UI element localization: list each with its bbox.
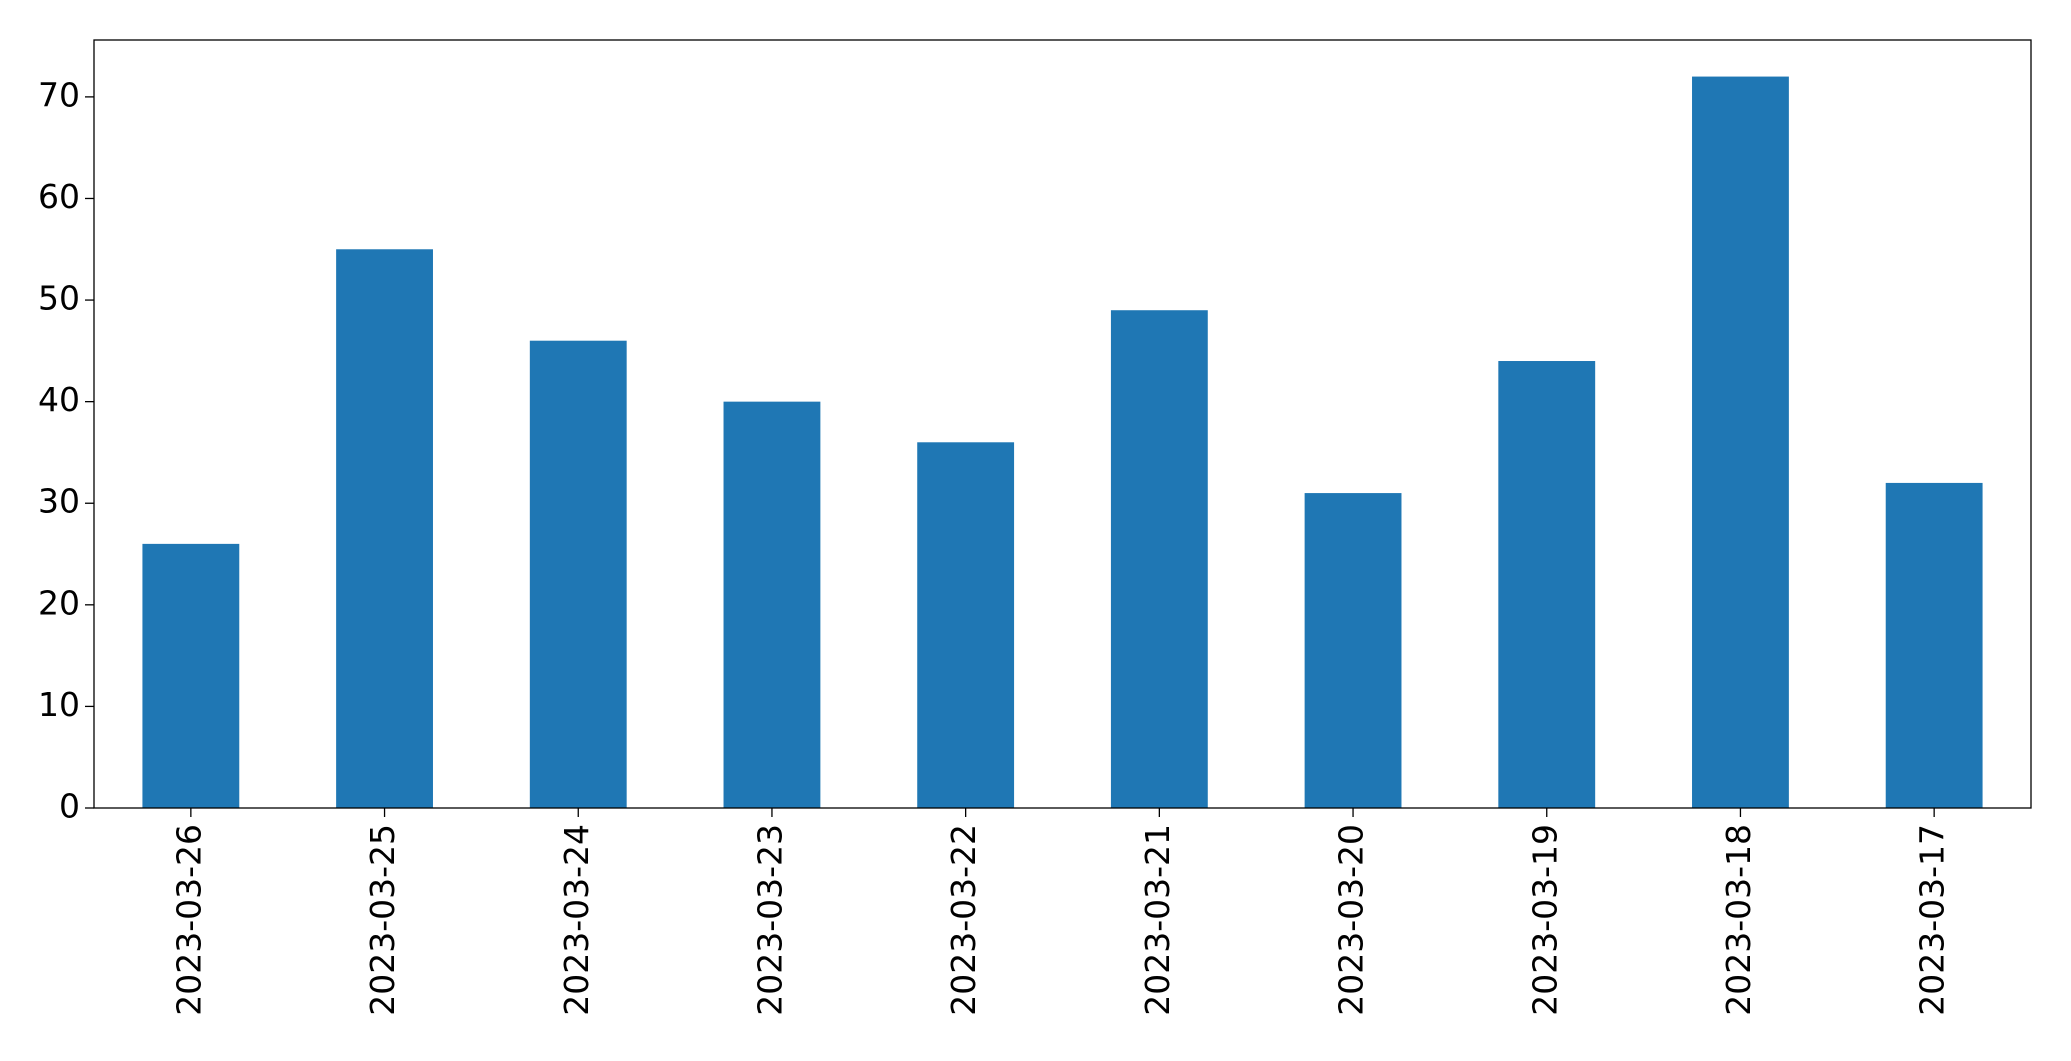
y-tick-label: 0 — [59, 787, 80, 826]
x-tick-label: 2023-03-22 — [944, 824, 983, 1016]
bar — [1110, 310, 1208, 808]
bar — [917, 442, 1015, 808]
x-tick-label: 2023-03-24 — [557, 824, 596, 1016]
bar — [1304, 493, 1402, 808]
x-tick-label: 2023-03-20 — [1332, 824, 1371, 1016]
y-tick-label: 60 — [38, 177, 80, 216]
y-tick-label: 30 — [38, 482, 80, 521]
y-tick-label: 20 — [38, 583, 80, 622]
bar — [1692, 76, 1789, 809]
x-tick-label: 2023-03-26 — [169, 824, 208, 1016]
bar — [1498, 361, 1596, 808]
x-tick-label: 2023-03-19 — [1525, 824, 1564, 1016]
x-tick-label: 2023-03-23 — [750, 824, 789, 1016]
x-tick-label: 2023-03-18 — [1719, 824, 1758, 1016]
x-tick-label: 2023-03-17 — [1913, 824, 1952, 1016]
bar — [529, 340, 627, 808]
y-tick-label: 40 — [38, 380, 80, 419]
bar — [142, 543, 240, 808]
y-tick-label: 10 — [38, 685, 80, 724]
x-tick-label: 2023-03-21 — [1138, 824, 1177, 1016]
y-tick-label: 50 — [38, 279, 80, 318]
plot-frame — [93, 39, 2032, 809]
x-tick-label: 2023-03-25 — [363, 824, 402, 1016]
bar — [336, 249, 433, 808]
bar — [1885, 482, 1983, 808]
y-tick-label: 70 — [38, 75, 80, 114]
bar — [723, 401, 821, 808]
